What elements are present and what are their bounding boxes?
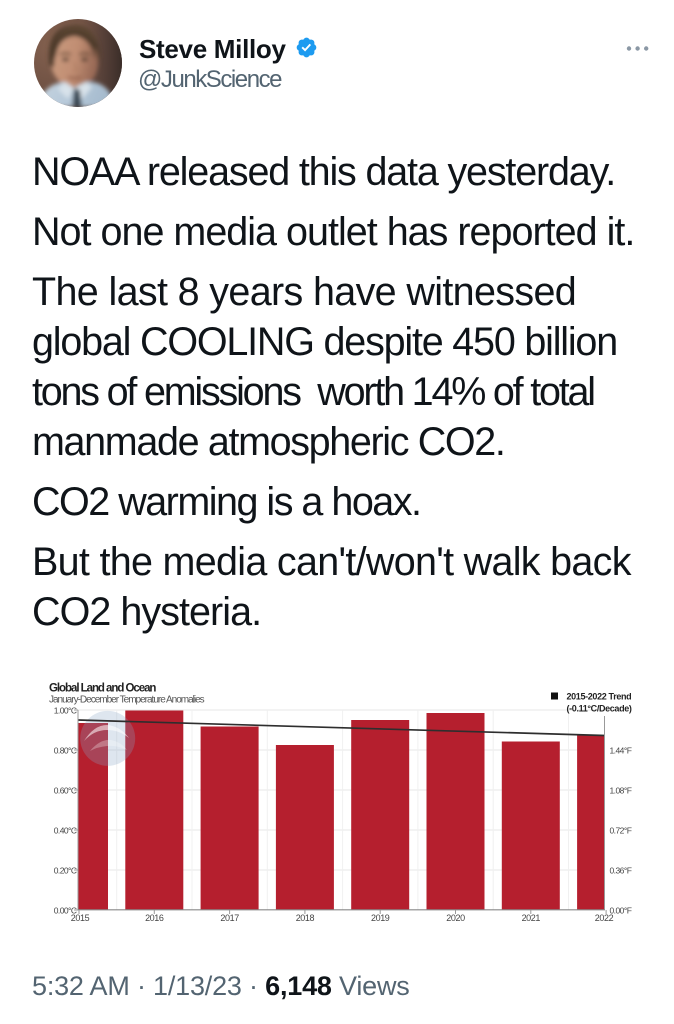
svg-text:2021: 2021 bbox=[522, 913, 541, 923]
svg-text:1.08°F: 1.08°F bbox=[610, 785, 632, 795]
svg-text:0.36°F: 0.36°F bbox=[610, 865, 632, 875]
svg-text:1.00°C: 1.00°C bbox=[54, 705, 77, 715]
svg-text:2015-2022 Trend: 2015-2022 Trend bbox=[567, 692, 632, 702]
svg-text:0.00°F: 0.00°F bbox=[610, 905, 632, 915]
svg-text:0.60°C: 0.60°C bbox=[54, 785, 77, 795]
svg-text:2020: 2020 bbox=[446, 913, 465, 923]
svg-text:Global Land and Ocean: Global Land and Ocean bbox=[49, 683, 156, 695]
svg-text:(-0.11°C/Decade): (-0.11°C/Decade) bbox=[567, 704, 632, 714]
svg-text:0.00°C: 0.00°C bbox=[54, 905, 77, 915]
svg-text:2022: 2022 bbox=[595, 913, 614, 923]
svg-text:2015: 2015 bbox=[71, 913, 90, 923]
svg-text:0.80°C: 0.80°C bbox=[54, 745, 77, 755]
svg-text:2018: 2018 bbox=[296, 913, 315, 923]
svg-text:2016: 2016 bbox=[145, 913, 164, 923]
svg-text:0.20°C: 0.20°C bbox=[54, 865, 77, 875]
svg-text:0.72°F: 0.72°F bbox=[610, 825, 632, 835]
svg-text:1.44°F: 1.44°F bbox=[610, 745, 632, 755]
svg-text:2019: 2019 bbox=[371, 913, 390, 923]
svg-text:January-December Temperature A: January-December Temperature Anomalies bbox=[49, 695, 205, 706]
svg-text:2017: 2017 bbox=[220, 913, 239, 923]
svg-text:0.40°C: 0.40°C bbox=[54, 825, 77, 835]
